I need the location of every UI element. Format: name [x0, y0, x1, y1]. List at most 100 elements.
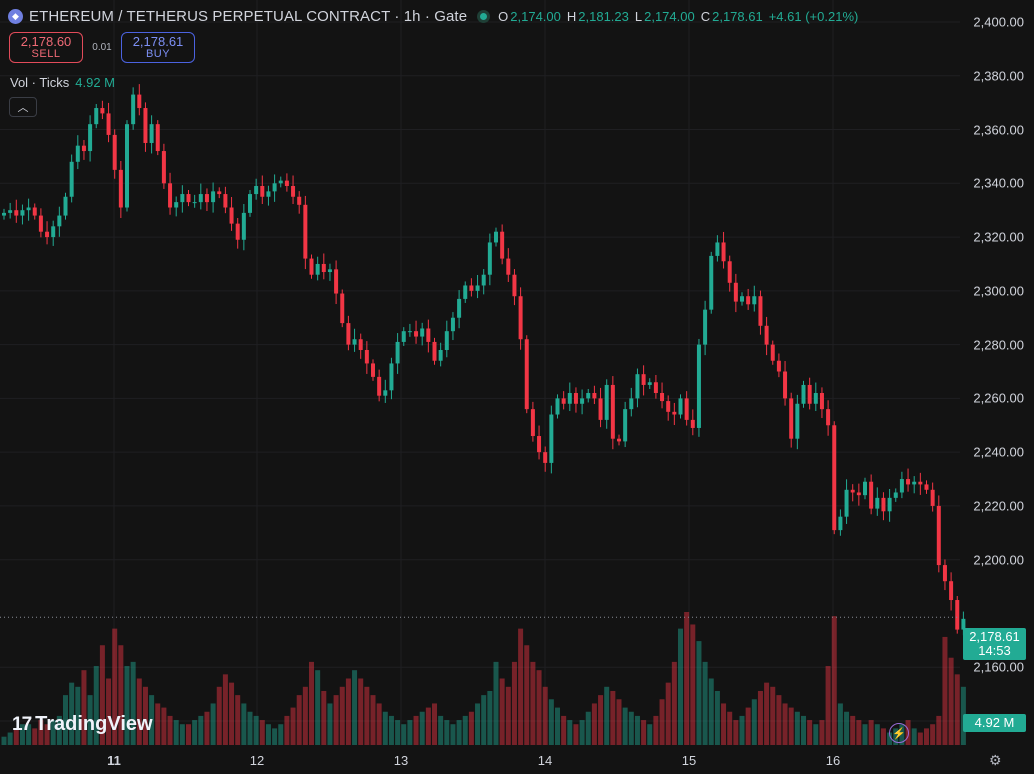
candle-body [88, 124, 93, 152]
volume-bar [684, 612, 690, 745]
volume-bar [702, 661, 708, 745]
candle-body [180, 194, 185, 203]
candle-body [20, 210, 25, 216]
candle-body [740, 296, 744, 302]
volume-bar [382, 711, 388, 745]
volume-tag: 4.92 M [963, 714, 1026, 732]
candle-body [469, 285, 474, 291]
volume-bar [628, 711, 634, 745]
volume-bar [567, 720, 573, 745]
candle-body [450, 317, 455, 332]
candle-body [930, 489, 935, 506]
candle-body [57, 215, 62, 227]
volume-bar [149, 695, 155, 745]
candle-body [426, 328, 431, 342]
candle-body [204, 194, 209, 203]
candle-body [899, 479, 904, 493]
x-tick-label: 14 [537, 753, 553, 768]
volume-bar [302, 686, 308, 745]
volume-bar [487, 690, 493, 745]
volume-bar [825, 666, 831, 745]
ohlc-key: C [700, 8, 711, 24]
candle-body [174, 202, 179, 208]
y-tick-label: 2,380.00 [973, 68, 1024, 84]
volume-bar [641, 720, 647, 745]
x-tick-label: 16 [825, 753, 841, 768]
volume-bar [173, 720, 179, 745]
volume-bar [296, 695, 302, 745]
spread-value: 0.01 [92, 42, 112, 53]
ohlc-high: 2,181.23 [578, 8, 629, 24]
volume-bar [868, 720, 874, 745]
candle-body [371, 363, 375, 377]
candle-body [684, 398, 689, 420]
candle-body [75, 145, 80, 162]
candle-body [961, 618, 966, 630]
candle-body [955, 600, 960, 630]
volume-bar [432, 703, 437, 745]
y-tick-label: 2,360.00 [973, 122, 1024, 138]
volume-legend[interactable]: Vol · Ticks 4.92 M [10, 75, 115, 90]
candle-body [334, 269, 339, 294]
trade-panel: 2,178.60 SELL 0.01 2,178.61 BUY [9, 32, 195, 63]
candle-body [770, 344, 775, 361]
volume-bar [358, 678, 364, 745]
candle-body [666, 401, 671, 412]
volume-bar [671, 661, 677, 745]
candle-body [629, 398, 634, 410]
volume-bar [69, 682, 75, 745]
volume-bar [757, 690, 763, 745]
volume-bar [124, 666, 130, 745]
volume-bar [259, 720, 265, 745]
last-price-tag: 2,178.61 14:53 [963, 628, 1026, 660]
candle-body [235, 223, 240, 240]
gear-icon[interactable]: ⚙ [989, 752, 1002, 768]
candle-body [278, 180, 283, 184]
volume-bar [917, 732, 923, 745]
buy-button[interactable]: 2,178.61 BUY [121, 32, 195, 63]
collapse-legend-button[interactable]: ︿ [9, 97, 37, 117]
candle-body [801, 384, 806, 404]
candle-body [598, 398, 603, 420]
candle-body [949, 581, 954, 601]
candle-body [752, 296, 757, 305]
volume-bar [7, 732, 13, 745]
candle-body [524, 339, 529, 410]
bar-countdown: 14:53 [978, 643, 1011, 658]
candle-body [875, 497, 880, 509]
candle-body [272, 183, 277, 192]
volume-bar [278, 724, 284, 745]
candle-body [106, 113, 111, 135]
lightning-icon[interactable]: ⚡ [889, 723, 909, 743]
candle-body [223, 194, 228, 208]
candle-body [389, 363, 394, 391]
sell-button[interactable]: 2,178.60 SELL [9, 32, 83, 63]
ohlc-key: O [498, 8, 509, 24]
candle-body [112, 134, 117, 170]
candle-body [444, 331, 449, 350]
symbol-title[interactable]: ETHEREUM / TETHERUS PERPETUAL CONTRACT ·… [29, 7, 468, 25]
volume-bar [222, 674, 228, 745]
candle-body [881, 497, 886, 512]
volume-bar [118, 645, 124, 745]
volume-bar [339, 686, 345, 745]
candle-body [51, 226, 56, 238]
volume-bar [794, 711, 800, 745]
volume-bar [413, 715, 419, 745]
volume-bar [395, 720, 401, 745]
tradingview-mark-icon: 17 [12, 713, 32, 735]
volume-bar [770, 686, 776, 745]
volume-bar [616, 699, 622, 745]
candle-body [850, 489, 855, 493]
candle-body [217, 191, 222, 195]
volume-bar [837, 703, 843, 745]
volume-legend-label: Vol · Ticks [10, 75, 70, 90]
candle-body [377, 376, 382, 396]
candle-body [506, 258, 511, 275]
volume-bar [813, 724, 819, 745]
candle-body [844, 489, 849, 517]
volume-bar [13, 728, 19, 745]
candle-body [321, 263, 326, 273]
tradingview-logo[interactable]: 17 TradingView [12, 713, 153, 736]
